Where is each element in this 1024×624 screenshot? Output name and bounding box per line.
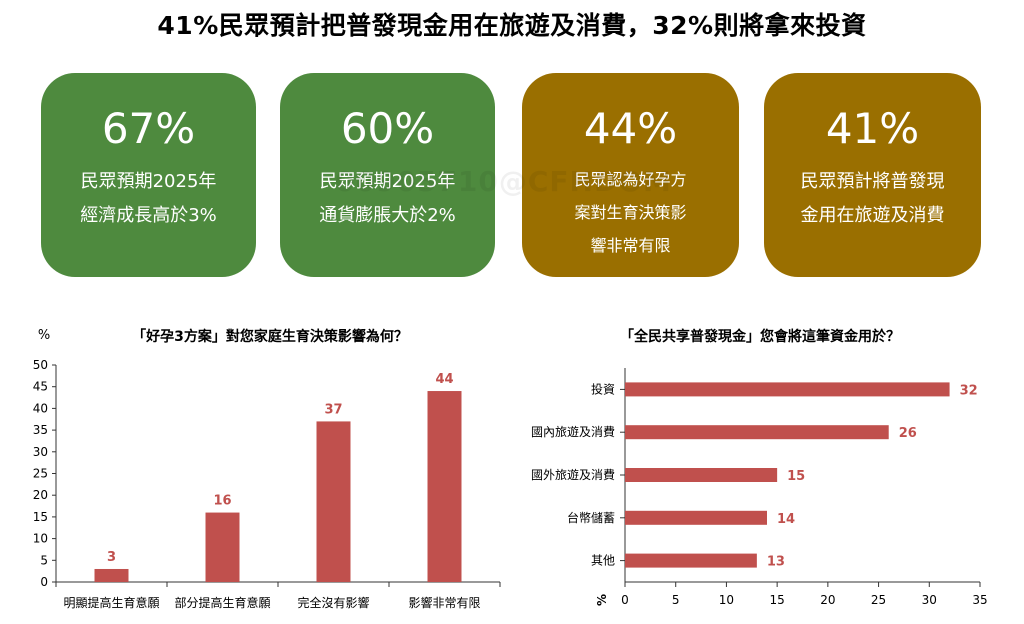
watermark: 00905710@CFHDOM xyxy=(335,165,672,198)
chart2-bar xyxy=(625,468,778,482)
chart1-category-label: 部分提高生育意願 xyxy=(174,595,270,610)
stat-value: 60% xyxy=(340,104,435,153)
chart1-bar xyxy=(205,512,240,582)
chart2-category-label: 其他 xyxy=(591,554,615,568)
chart2-x-tick-label: 25 xyxy=(871,593,886,607)
stat-card-cash-spending: 41% 民眾預計將普發現 金用在旅遊及消費 xyxy=(764,73,981,277)
chart2-x-unit: % xyxy=(595,594,609,606)
chart1-y-unit: % xyxy=(38,328,50,343)
stat-value: 44% xyxy=(583,104,678,153)
stat-description: 民眾預期2025年 經濟成長高於3% xyxy=(80,171,217,226)
chart2-x-tick-label: 20 xyxy=(820,593,835,607)
chart2-category-label: 台幣儲蓄 xyxy=(567,510,615,525)
chart1-data-label: 44 xyxy=(435,372,453,387)
chart1-y-tick-label: 0 xyxy=(40,575,48,589)
main-title: 41%民眾預計把普發現金用在旅遊及消費，32%則將拿來投資 xyxy=(157,11,867,40)
chart2-data-label: 13 xyxy=(767,555,785,570)
chart1-data-label: 37 xyxy=(324,402,342,417)
stat-card-economic-growth: 67% 民眾預期2025年 經濟成長高於3% xyxy=(41,73,256,277)
chart2-x-tick-label: 30 xyxy=(922,593,937,607)
chart1-y-tick-label: 10 xyxy=(33,532,48,546)
chart1-data-label: 3 xyxy=(107,550,116,565)
chart2-x-tick-label: 35 xyxy=(972,593,987,607)
chart2-bar xyxy=(625,510,767,525)
chart2-x-tick-label: 0 xyxy=(621,593,629,607)
stat-description: 民眾預期2025年 通貨膨脹大於2% xyxy=(319,171,456,226)
chart2-data-label: 32 xyxy=(960,383,978,398)
chart1-y-tick-label: 35 xyxy=(33,423,48,437)
chart2-data-label: 26 xyxy=(899,426,917,441)
stat-card-inflation: 60% 民眾預期2025年 通貨膨脹大於2% xyxy=(280,73,495,277)
chart1-y-tick-label: 40 xyxy=(33,401,48,415)
chart1-data-label: 16 xyxy=(213,494,231,509)
chart2-bar xyxy=(625,553,757,568)
chart1-bar xyxy=(427,391,462,582)
chart2-title: 「全民共享普發現金」您會將這筆資金用於？ xyxy=(620,328,900,345)
chart2-bar xyxy=(625,382,950,397)
chart2-bar xyxy=(625,425,889,440)
chart2-x-tick-label: 5 xyxy=(672,593,680,607)
chart1-bar xyxy=(316,421,351,582)
chart1-category-label: 影響非常有限 xyxy=(408,595,480,610)
chart2-data-label: 14 xyxy=(777,512,795,527)
chart1-category-label: 明顯提高生育意願 xyxy=(63,595,159,610)
chart1-y-tick-label: 30 xyxy=(33,445,48,459)
chart2-category-label: 國內旅遊及消費 xyxy=(531,424,615,439)
stat-value: 67% xyxy=(101,104,196,153)
chart1-y-tick-label: 15 xyxy=(33,510,48,524)
stat-description: 民眾預計將普發現 金用在旅遊及消費 xyxy=(800,171,945,226)
chart1-category-label: 完全沒有影響 xyxy=(297,595,369,610)
chart1-y-tick-label: 45 xyxy=(33,380,48,394)
stat-card-birth-policy: 44% 民眾認為好孕方 案對生育決策影 響非常有限 xyxy=(522,73,739,277)
chart1-y-tick-label: 25 xyxy=(33,467,48,481)
chart1-y-tick-label: 5 xyxy=(40,553,48,567)
chart1-y-tick-label: 20 xyxy=(33,488,48,502)
stat-value: 41% xyxy=(825,104,920,153)
chart2-x-tick-label: 15 xyxy=(770,593,785,607)
chart1-title: 「好孕3方案」對您家庭生育決策影響為何？ xyxy=(132,328,408,345)
chart2-category-label: 國外旅遊及消費 xyxy=(531,467,615,482)
chart2-data-label: 15 xyxy=(787,469,805,484)
chart2-category-label: 投資 xyxy=(591,381,615,396)
chart2-x-tick-label: 10 xyxy=(719,593,734,607)
chart1-y-tick-label: 50 xyxy=(33,358,48,372)
stat-description: 民眾認為好孕方 案對生育決策影 響非常有限 xyxy=(574,170,687,255)
chart1-bar xyxy=(94,568,129,582)
